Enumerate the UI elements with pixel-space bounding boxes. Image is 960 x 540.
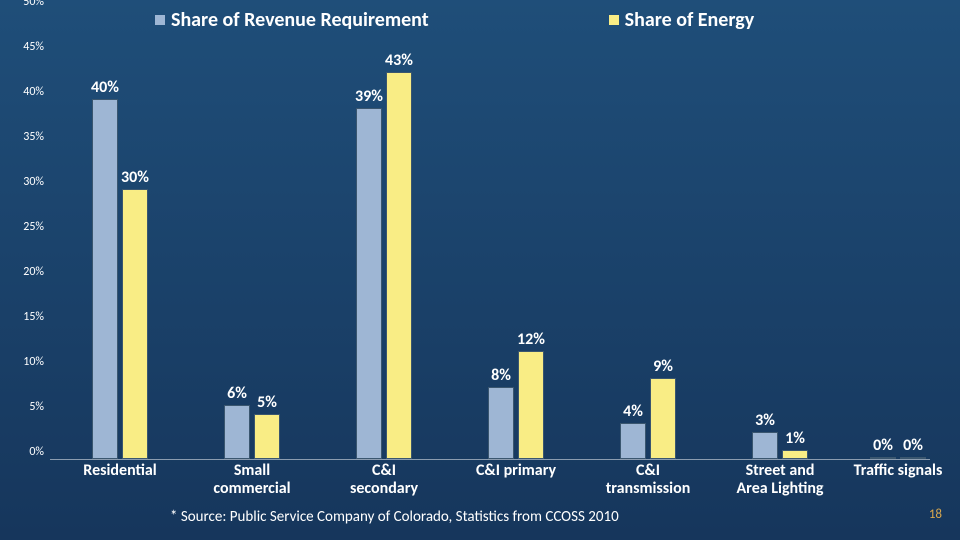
- bar-group: 39%43%: [356, 72, 412, 459]
- plot-area: 40%30%6%5%39%43%8%12%4%9%3%1%0%0%: [50, 10, 930, 460]
- legend-swatch-icon: [155, 15, 165, 25]
- source-footnote: * Source: Public Service Company of Colo…: [170, 508, 619, 526]
- bar-revenue: 3%: [752, 432, 778, 459]
- bar-group: 8%12%: [488, 351, 544, 459]
- bar-value-label: 5%: [257, 393, 277, 412]
- y-tick: 15%: [23, 310, 44, 324]
- bar-value-label: 3%: [755, 411, 775, 430]
- bar-value-label: 43%: [385, 51, 413, 70]
- bar-energy: 1%: [782, 450, 808, 459]
- bar-revenue: 40%: [92, 99, 118, 459]
- bar-value-label: 8%: [491, 366, 511, 385]
- legend-item: Share of Revenue Requirement: [155, 8, 429, 32]
- bar-value-label: 0%: [873, 436, 893, 455]
- bar-value-label: 30%: [121, 168, 149, 187]
- bar-group: 4%9%: [620, 378, 676, 459]
- legend-swatch-icon: [609, 15, 619, 25]
- x-axis-label: C&I primary: [476, 462, 556, 480]
- bar-value-label: 0%: [903, 436, 923, 455]
- bar-revenue: 8%: [488, 387, 514, 459]
- y-tick: 40%: [23, 85, 44, 99]
- bar-energy: 5%: [254, 414, 280, 459]
- bar-revenue: 6%: [224, 405, 250, 459]
- page-number: 18: [929, 507, 942, 522]
- bar-value-label: 39%: [355, 87, 383, 106]
- slide: 0%5%10%15%20%25%30%35%40%45%50% 40%30%6%…: [0, 0, 960, 540]
- y-tick: 45%: [23, 40, 44, 54]
- x-axis-label: Traffic signals: [854, 462, 943, 480]
- bar-group: 40%30%: [92, 99, 148, 459]
- y-tick: 0%: [29, 445, 44, 459]
- y-axis: 0%5%10%15%20%25%30%35%40%45%50%: [10, 10, 50, 460]
- bar-energy: 0%: [900, 457, 926, 459]
- bar-energy: 12%: [518, 351, 544, 459]
- bar-group: 0% 0%: [870, 457, 926, 459]
- chart-area: 0%5%10%15%20%25%30%35%40%45%50% 40%30%6%…: [50, 10, 930, 460]
- y-tick: 25%: [23, 220, 44, 234]
- bar-energy: 9%: [650, 378, 676, 459]
- y-tick: 5%: [29, 400, 44, 414]
- bar-revenue: 4%: [620, 423, 646, 459]
- bar-energy: 30%: [122, 189, 148, 459]
- y-tick: 50%: [23, 0, 44, 9]
- bar-group: 6%5%: [224, 405, 280, 459]
- y-tick: 30%: [23, 175, 44, 189]
- bar-value-label: 40%: [91, 78, 119, 97]
- bar-energy: 43%: [386, 72, 412, 459]
- bar-value-label: 12%: [517, 330, 545, 349]
- bar-value-label: 6%: [227, 384, 247, 403]
- y-tick: 10%: [23, 355, 44, 369]
- x-axis-label: C&Isecondary: [350, 462, 418, 497]
- bar-value-label: 1%: [785, 429, 805, 448]
- bar-revenue: 39%: [356, 108, 382, 459]
- x-axis-label: Smallcommercial: [213, 462, 290, 497]
- x-axis-label: Residential: [83, 462, 156, 480]
- y-tick: 35%: [23, 130, 44, 144]
- x-axis-label: C&Itransmission: [606, 462, 691, 497]
- legend-label: Share of Energy: [625, 8, 755, 32]
- bar-value-label: 4%: [623, 402, 643, 421]
- bar-group: 3% 1%: [752, 432, 808, 459]
- y-tick: 20%: [23, 265, 44, 279]
- legend-label: Share of Revenue Requirement: [171, 8, 429, 32]
- legend-item: Share of Energy: [609, 8, 755, 32]
- bar-revenue: 0%: [870, 457, 896, 459]
- x-axis-label: Street andArea Lighting: [736, 462, 823, 497]
- legend: Share of Revenue Requirement Share of Ene…: [155, 8, 754, 32]
- bar-value-label: 9%: [653, 357, 673, 376]
